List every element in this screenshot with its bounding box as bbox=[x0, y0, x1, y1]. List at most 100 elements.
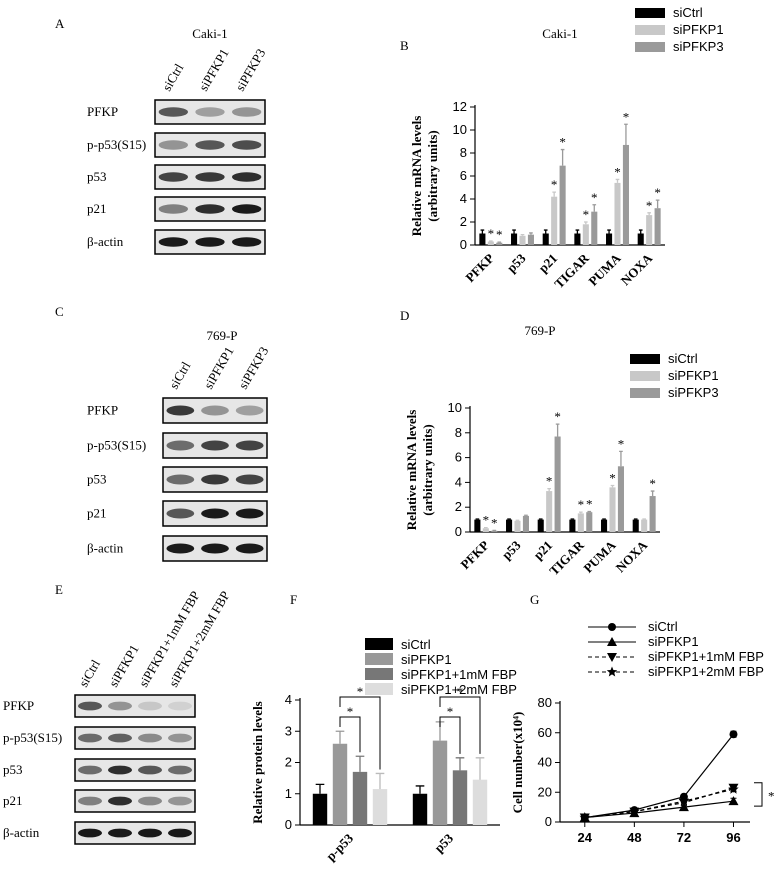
panel-letter: E bbox=[55, 582, 63, 597]
legend-label: siCtrl bbox=[401, 637, 431, 652]
x-tick-label: TIGAR bbox=[551, 250, 592, 291]
significance: * bbox=[491, 515, 498, 530]
error-bar bbox=[584, 221, 588, 225]
bracket bbox=[439, 696, 481, 754]
y-tick-label: 4 bbox=[285, 692, 292, 707]
blot-band bbox=[108, 828, 132, 838]
lane-label: siPFKP1 bbox=[201, 344, 237, 392]
significance: * bbox=[618, 436, 625, 451]
error-bar bbox=[624, 123, 628, 145]
legend-swatch bbox=[635, 42, 665, 52]
blot-band bbox=[78, 796, 102, 806]
marker bbox=[606, 666, 618, 677]
row-label: p53 bbox=[87, 472, 107, 487]
x-tick-label: 96 bbox=[726, 830, 740, 845]
x-tick-label: NOXA bbox=[618, 250, 656, 288]
blot-band bbox=[168, 828, 192, 838]
legend-label: siPFKP1 bbox=[401, 652, 452, 667]
blot-band bbox=[168, 796, 192, 806]
blot-band bbox=[235, 474, 264, 485]
error-bar bbox=[480, 229, 485, 234]
blot-box bbox=[74, 821, 196, 845]
error-bar bbox=[475, 518, 480, 520]
y-axis-label: (arbitrary units) bbox=[420, 424, 435, 515]
y-tick-label: 0 bbox=[455, 524, 462, 539]
panel-letter: B bbox=[400, 38, 409, 53]
bar bbox=[312, 793, 328, 825]
bar bbox=[542, 233, 549, 245]
blot-box bbox=[74, 726, 196, 750]
x-tick-label: PFKP bbox=[462, 250, 497, 285]
bracket bbox=[754, 782, 763, 807]
marker bbox=[728, 796, 739, 806]
blot-band bbox=[168, 701, 192, 711]
error-bar bbox=[515, 519, 520, 521]
bar bbox=[637, 233, 644, 245]
error-bar bbox=[524, 514, 528, 516]
blot-band bbox=[201, 474, 229, 485]
blot-band bbox=[195, 204, 225, 214]
x-tick-label: 48 bbox=[627, 830, 641, 845]
x-tick-label: p-p53 bbox=[323, 830, 356, 863]
bar bbox=[606, 233, 613, 245]
significance: * bbox=[559, 135, 566, 150]
blot-band bbox=[158, 107, 188, 117]
significance: * bbox=[583, 207, 590, 222]
error-bar bbox=[619, 450, 623, 467]
blot-band bbox=[158, 237, 188, 247]
y-axis-label: Relative protein levels bbox=[250, 701, 265, 824]
x-tick-label: p53 bbox=[431, 830, 456, 855]
legend-swatch bbox=[635, 8, 665, 18]
bar bbox=[506, 519, 513, 532]
significance: * bbox=[623, 109, 630, 124]
x-tick-label: TIGAR bbox=[546, 537, 587, 578]
y-tick-label: 4 bbox=[460, 191, 467, 206]
legend-label: siPFKP1+1mM FBP bbox=[648, 649, 764, 664]
row-label: p-p53(S15) bbox=[87, 137, 146, 152]
row-label: p53 bbox=[3, 762, 23, 777]
legend-swatch bbox=[630, 388, 660, 398]
lane-label: siPFKP1 bbox=[196, 46, 232, 94]
significance: * bbox=[483, 513, 490, 528]
error-bar bbox=[455, 757, 465, 771]
error-bar bbox=[607, 229, 611, 234]
blot-band bbox=[235, 440, 264, 451]
row-label: PFKP bbox=[87, 403, 118, 418]
bar bbox=[519, 235, 526, 245]
significance: * bbox=[586, 497, 593, 512]
blot-band bbox=[235, 405, 264, 416]
significance: * bbox=[614, 164, 621, 179]
row-label: p21 bbox=[87, 201, 107, 216]
y-tick-label: 6 bbox=[460, 168, 467, 183]
blot-band bbox=[78, 828, 102, 838]
x-tick-label: PFKP bbox=[457, 537, 492, 572]
blot-band bbox=[138, 733, 162, 743]
bar bbox=[649, 496, 656, 532]
blot-band bbox=[168, 733, 192, 743]
bar bbox=[632, 519, 639, 532]
blot-band bbox=[138, 796, 162, 806]
row-label: p53 bbox=[87, 169, 107, 184]
y-tick-label: 0 bbox=[545, 814, 552, 829]
y-tick-label: 0 bbox=[460, 237, 467, 252]
y-tick-label: 80 bbox=[538, 695, 552, 710]
y-tick-label: 12 bbox=[453, 99, 467, 114]
blot-band bbox=[232, 172, 262, 182]
marker bbox=[608, 623, 616, 631]
blot-box bbox=[74, 758, 196, 782]
marker bbox=[728, 783, 739, 794]
legend-swatch bbox=[365, 653, 393, 665]
blot-band bbox=[235, 508, 264, 519]
x-tick-label: p21 bbox=[535, 251, 560, 276]
bar bbox=[601, 519, 608, 532]
blot-band bbox=[78, 765, 102, 775]
error-bar bbox=[587, 510, 592, 513]
x-tick-label: PUMA bbox=[585, 250, 624, 289]
y-axis-label: Cell number(x10⁴) bbox=[510, 712, 525, 814]
y-tick-label: 10 bbox=[453, 122, 467, 137]
significance: * bbox=[457, 684, 464, 699]
lane-label: siCtrl bbox=[166, 359, 194, 392]
bar bbox=[646, 215, 653, 245]
blot-band bbox=[158, 140, 188, 150]
significance: * bbox=[654, 185, 661, 200]
